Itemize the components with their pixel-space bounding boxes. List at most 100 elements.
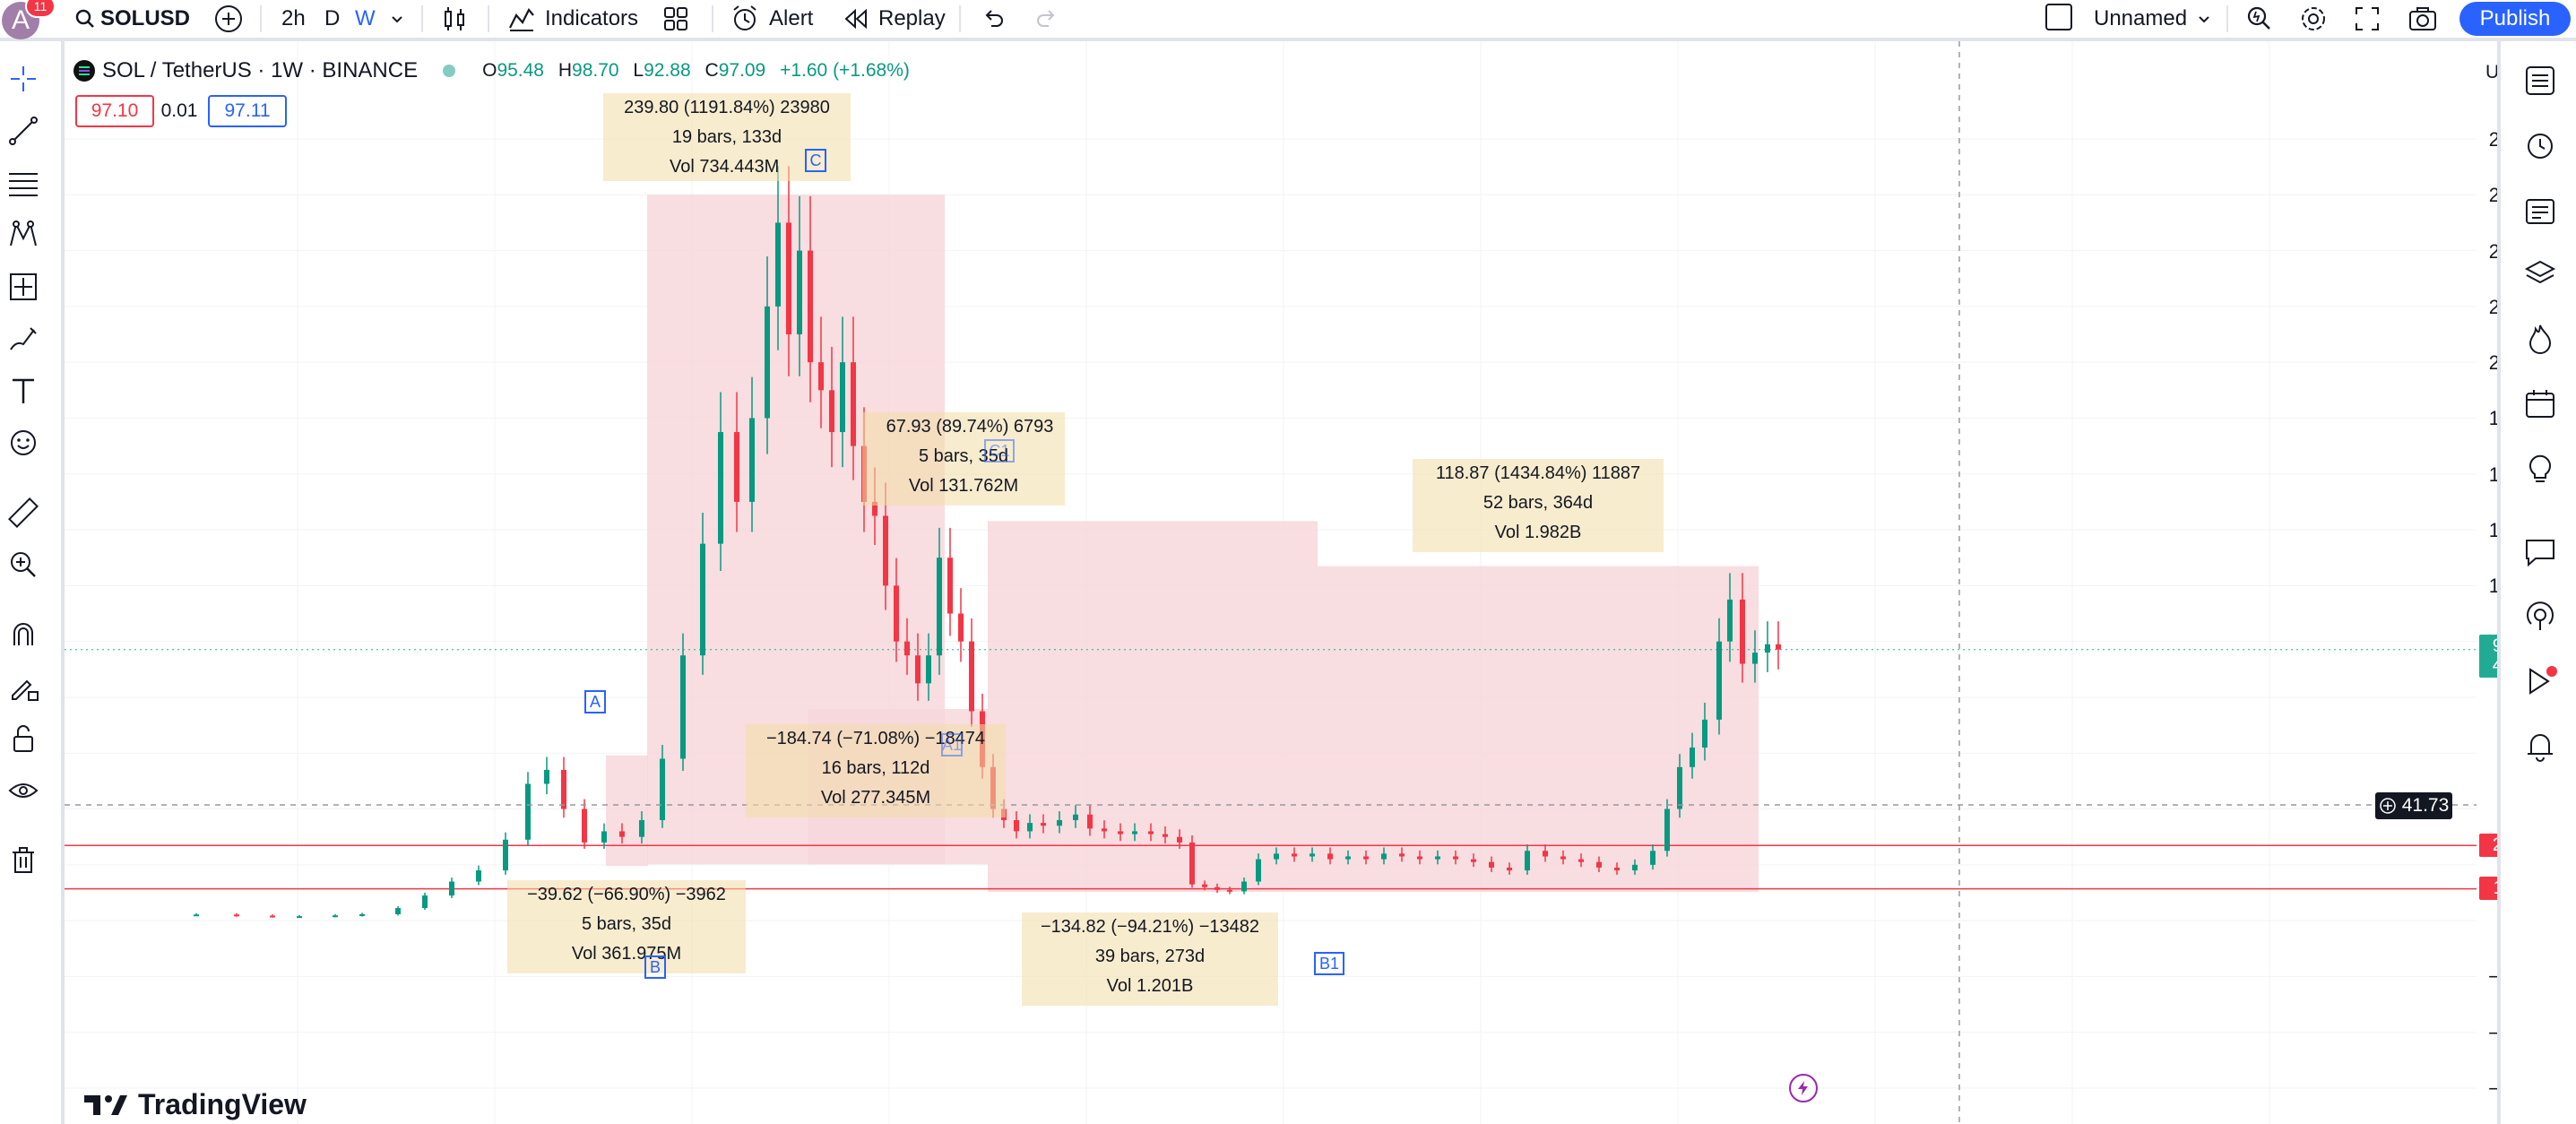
crosshair-tool[interactable] [5,61,41,97]
fib-tool[interactable] [5,165,41,201]
candle-body [1578,859,1584,862]
measure-bars: 16 bars, 112d [821,758,930,778]
alert-button[interactable]: Alert [730,0,813,38]
measure-box-a1[interactable]: −184.74 (−71.08%) −18474 16 bars, 112d V… [746,724,1006,817]
interval-w[interactable]: W [355,6,376,30]
candle-body [904,641,910,656]
hide-drawings-tool[interactable] [5,773,41,808]
templates-button[interactable] [661,0,690,38]
candle-body [1014,819,1019,832]
point-label-b1[interactable]: B1 [1314,952,1344,975]
measure-box-c1[interactable]: 67.93 (89.74%) 6793 5 bars, 35d Vol 131.… [862,412,1065,506]
chart-pane[interactable]: SOL / TetherUS · 1W · BINANCE O95.48 H98… [65,41,2553,1124]
zoom-tool[interactable] [5,547,41,583]
point-label-a[interactable]: A [584,690,606,713]
measure-box-b1[interactable]: 118.87 (1434.84%) 11887 52 bars, 364d Vo… [1413,459,1664,552]
price-chart[interactable] [65,41,2477,1124]
interval-2h[interactable]: 2h [281,6,306,30]
candle-body [1057,819,1062,826]
fullscreen-button[interactable] [2354,0,2381,38]
text-tool[interactable] [5,373,41,409]
notifications-button[interactable] [2519,724,2562,767]
calendar-button[interactable] [2519,382,2562,425]
lightning-icon[interactable] [1789,1074,1818,1102]
alerts-panel-button[interactable] [2519,124,2562,167]
chart-type-button[interactable] [439,0,470,38]
gear-icon [2302,7,2325,30]
bell-icon [2528,734,2553,762]
settings-button[interactable] [2298,0,2329,38]
lock-all-tool[interactable] [5,721,41,757]
candle-body [1560,856,1566,860]
measure-box-ac[interactable]: 239.80 (1191.84%) 23980 19 bars, 133d Vo… [603,93,851,181]
crosshair-price-tag[interactable]: 41.73 [2375,792,2452,819]
layout-checkbox[interactable] [2045,4,2072,30]
sell-price[interactable]: 97.10 [75,95,154,127]
forecast-tool[interactable] [5,269,41,305]
drawing-toolbar [0,41,65,1124]
layout-dropdown[interactable] [2196,0,2212,38]
high-value: 98.70 [572,60,619,81]
measure-volume: Vol 361.975M [571,944,682,964]
measure-box-b[interactable]: −39.62 (−66.90%) −3962 5 bars, 35d Vol 3… [507,880,746,973]
point-label-a1[interactable]: A1 [941,733,963,757]
chats-button[interactable] [2519,531,2562,574]
candle-body [619,831,625,837]
low-label: L [633,60,644,81]
redo-button[interactable] [1034,0,1059,38]
layers-icon [2524,260,2556,284]
point-label-c1[interactable]: C1 [984,439,1015,463]
ideas-button[interactable] [2519,446,2562,489]
data-window-button[interactable] [2519,253,2562,296]
watchlist-button[interactable] [2519,59,2562,102]
chevron-down-icon [392,16,402,23]
quick-search-button[interactable] [2244,0,2275,38]
symbol-name: SOLUSD [100,6,191,30]
user-avatar[interactable]: A 11 [0,0,56,39]
candle-body [1417,856,1422,860]
object-tree-button[interactable] [2519,188,2562,231]
icon-tool[interactable] [5,425,41,461]
pine-button[interactable] [2519,660,2562,703]
candle-body [829,390,834,433]
symbol-search[interactable]: SOLUSD [73,0,190,38]
tradingview-logo[interactable]: TradingView [84,1088,307,1121]
remove-drawings-tool[interactable] [5,843,41,878]
candle-body [1399,853,1405,857]
candle-body [1727,599,1733,642]
magnet-tool[interactable] [5,617,41,653]
layout-name[interactable]: Unnamed [2094,6,2188,30]
symbol-title[interactable]: SOL / TetherUS · 1W · BINANCE [102,58,419,82]
snapshot-button[interactable] [2407,0,2438,38]
point-label-c[interactable]: C [805,149,826,172]
lock-drawings-edit-tool[interactable] [5,669,41,705]
undo-button[interactable] [981,0,1006,38]
interval-dropdown[interactable] [389,0,405,38]
candle-body [797,250,802,335]
candle-body [894,585,899,642]
measure-box-b1-drop[interactable]: −134.82 (−94.21%) −13482 39 bars, 273d V… [1022,912,1278,1006]
measure-tool[interactable] [5,495,41,531]
measure-change: −184.74 (−71.08%) −18474 [765,729,986,748]
indicators-button[interactable]: Indicators [507,0,638,38]
hotlists-button[interactable] [2519,317,2562,360]
compare-symbol-button[interactable] [213,0,244,38]
candle-body [1381,853,1387,860]
trend-line-tool[interactable] [5,113,41,149]
publish-button[interactable]: Publish [2459,2,2571,36]
candle-body [660,758,665,820]
point-label-b[interactable]: B [644,955,666,979]
buy-price[interactable]: 97.11 [208,95,287,127]
candle-body [1215,886,1220,890]
fullscreen-icon [2356,7,2379,30]
streams-button[interactable] [2519,595,2562,638]
replay-button[interactable]: Replay [843,0,946,38]
pattern-tool[interactable] [5,217,41,253]
brush-tool[interactable] [5,321,41,357]
candle-body [1765,644,1770,653]
indicators-label: Indicators [545,6,639,30]
interval-d[interactable]: D [324,6,341,30]
candle-body [734,432,739,502]
candle-body [1256,859,1261,882]
unlock-icon [13,725,33,752]
